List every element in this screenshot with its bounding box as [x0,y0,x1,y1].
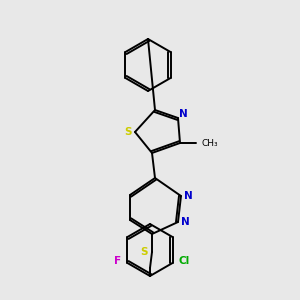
Text: CH₃: CH₃ [201,139,217,148]
Text: S: S [124,127,132,137]
Text: N: N [178,109,188,119]
Text: F: F [114,256,121,266]
Text: Cl: Cl [179,256,190,266]
Text: S: S [140,247,148,257]
Text: N: N [184,191,192,201]
Text: N: N [181,217,189,227]
